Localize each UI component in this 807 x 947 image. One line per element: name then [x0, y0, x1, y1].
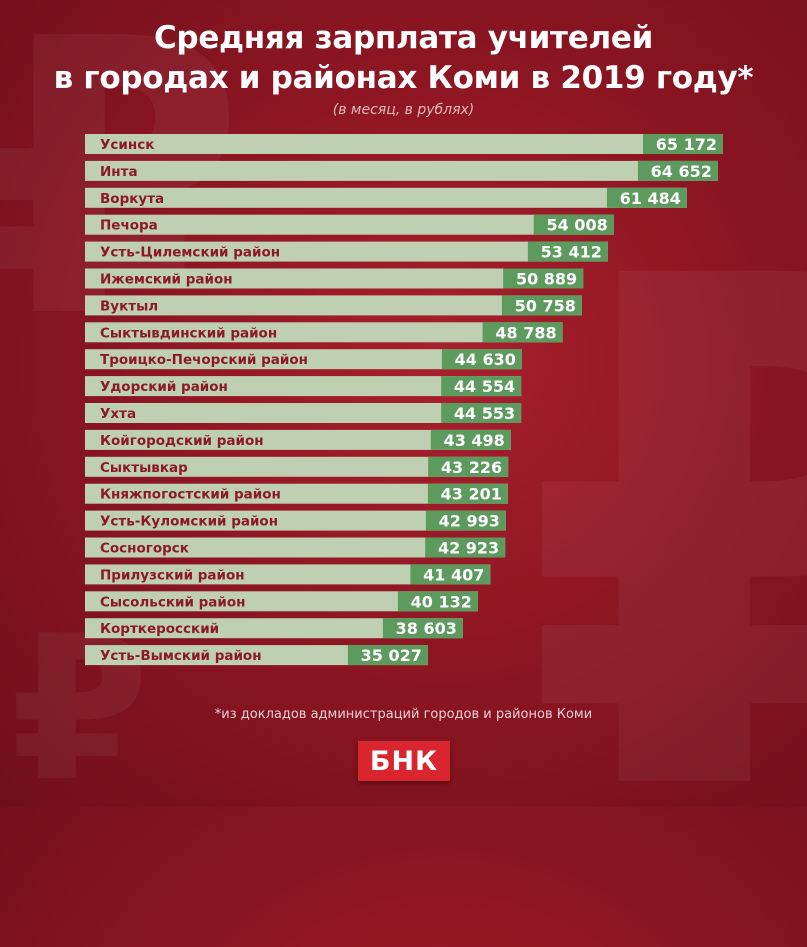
footnote: *из докладов администраций городов и рай… [214, 707, 593, 722]
value-label: 65 172 [656, 135, 717, 154]
value-label: 53 412 [541, 243, 602, 262]
bar-7 [85, 295, 582, 316]
bar-14 [85, 483, 508, 504]
value-label: 48 788 [495, 323, 556, 342]
value-box-20 [347, 645, 428, 666]
bar-11 [85, 403, 522, 423]
category-label: Воркута [100, 191, 164, 207]
bar-17 [85, 564, 491, 585]
value-box-12 [430, 429, 511, 450]
category-label: Ухта [100, 406, 136, 422]
bar-4 [85, 214, 614, 235]
category-label: Печора [100, 218, 158, 234]
chart-subtitle: (в месяц, в рублях) [332, 102, 475, 118]
category-label: Усть-Вымский район [100, 648, 262, 664]
category-label: Сосногорск [100, 541, 189, 557]
category-label: Ижемский район [100, 272, 233, 288]
category-label: Усинск [100, 137, 154, 153]
value-label: 42 923 [438, 539, 499, 558]
bar-20 [85, 645, 428, 666]
category-label: Усть-Куломский район [100, 514, 278, 530]
bar-8 [85, 322, 563, 343]
bar-1 [85, 134, 723, 154]
value-label: 43 201 [441, 485, 502, 504]
value-box-11 [441, 403, 522, 423]
value-label: 35 027 [361, 646, 422, 665]
value-box-9 [441, 349, 522, 370]
value-box-4 [533, 214, 614, 235]
value-box-5 [527, 241, 608, 262]
chart-title-line-2: в городах и районах Коми в 2019 году* [53, 60, 754, 96]
bar-18 [85, 591, 478, 612]
bar-chart: Усинск 65 172 Инта 64 652 Воркута 61 484 Печор… [85, 134, 723, 666]
value-box-19 [382, 618, 463, 639]
bar-13 [85, 456, 509, 477]
category-label: Сыктывдинский район [100, 325, 277, 341]
value-box-6 [503, 268, 584, 289]
value-box-8 [482, 322, 563, 343]
value-label: 41 407 [423, 565, 484, 584]
value-box-18 [397, 591, 478, 612]
chart-title-line-1: Средняя зарплата учителей [153, 20, 654, 56]
bar-6 [85, 268, 584, 289]
bar-12 [85, 429, 511, 450]
category-label: Вуктыл [100, 298, 158, 314]
value-box-14 [427, 483, 508, 504]
bnk-logo: БНК [358, 741, 450, 781]
category-label: Сысольский район [100, 594, 245, 610]
value-box-15 [425, 510, 506, 531]
value-label: 43 498 [444, 431, 505, 450]
value-label: 42 993 [439, 512, 500, 531]
value-label: 44 630 [455, 350, 516, 369]
value-box-3 [606, 187, 687, 208]
bar-5 [85, 241, 608, 262]
value-label: 43 226 [441, 458, 502, 477]
value-label: 50 758 [515, 296, 576, 315]
value-label: 61 484 [620, 189, 681, 208]
bar-19 [85, 618, 463, 639]
value-box-1 [643, 134, 723, 154]
bar-9 [85, 349, 522, 370]
bar-10 [85, 376, 522, 397]
bar-2 [85, 160, 718, 181]
value-box-2 [637, 160, 718, 181]
value-box-13 [428, 456, 509, 477]
category-label: Койгородский район [100, 433, 264, 449]
bar-16 [85, 537, 506, 558]
category-label: Удорский район [100, 379, 228, 395]
value-label: 38 603 [396, 619, 457, 638]
value-box-16 [425, 537, 506, 558]
category-label: Княжпогостский район [100, 487, 281, 503]
value-box-17 [410, 564, 491, 585]
value-label: 50 889 [516, 270, 577, 289]
value-label: 44 553 [454, 404, 515, 423]
logo-text: БНК [369, 745, 439, 777]
value-label: 54 008 [546, 216, 607, 235]
category-label: Усть-Цилемский район [100, 245, 280, 261]
bar-3 [85, 187, 687, 208]
category-label: Прилузский район [100, 567, 245, 583]
value-label: 64 652 [651, 162, 712, 181]
category-label: Троицко-Печорский район [100, 352, 308, 368]
category-label: Корткеросский [100, 621, 219, 637]
bar-15 [85, 510, 506, 531]
value-label: 44 554 [454, 377, 515, 396]
value-box-7 [501, 295, 582, 316]
category-label: Сыктывкар [100, 460, 188, 476]
value-box-10 [441, 376, 522, 397]
value-label: 40 132 [411, 592, 472, 611]
category-label: Инта [100, 164, 138, 180]
